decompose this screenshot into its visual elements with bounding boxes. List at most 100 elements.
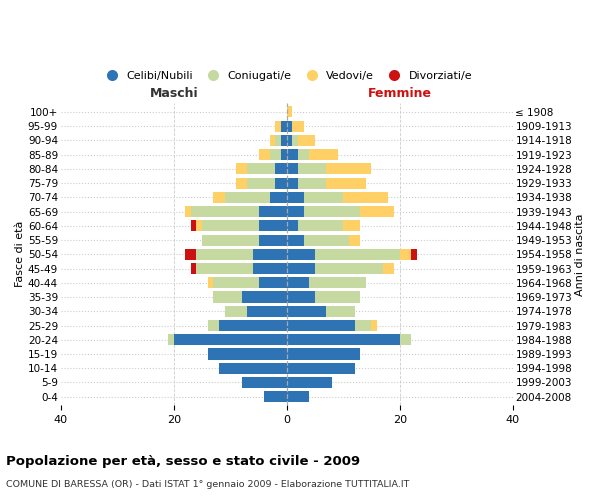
Y-axis label: Fasce di età: Fasce di età	[15, 221, 25, 288]
Text: Femmine: Femmine	[368, 88, 432, 101]
Bar	[287, 106, 292, 118]
Bar	[304, 192, 343, 203]
Bar	[400, 249, 411, 260]
Bar	[298, 220, 343, 232]
Bar	[214, 277, 259, 288]
Bar	[326, 306, 355, 317]
Bar	[287, 135, 292, 146]
Bar	[185, 206, 191, 217]
Bar	[287, 320, 355, 331]
Bar	[349, 234, 360, 246]
Bar	[287, 206, 304, 217]
Bar	[326, 164, 371, 174]
Y-axis label: Anni di nascita: Anni di nascita	[575, 213, 585, 296]
Bar	[371, 320, 377, 331]
Bar	[275, 120, 281, 132]
Bar	[196, 263, 253, 274]
Bar	[315, 292, 360, 302]
Bar	[287, 334, 400, 345]
Bar	[259, 220, 287, 232]
Bar	[185, 249, 196, 260]
Bar	[219, 320, 287, 331]
Bar	[287, 362, 355, 374]
Bar	[224, 192, 270, 203]
Bar	[191, 263, 196, 274]
Bar	[287, 306, 326, 317]
Bar	[355, 320, 371, 331]
Bar	[247, 306, 287, 317]
Bar	[287, 277, 310, 288]
Text: COMUNE DI BARESSA (OR) - Dati ISTAT 1° gennaio 2009 - Elaborazione TUTTITALIA.IT: COMUNE DI BARESSA (OR) - Dati ISTAT 1° g…	[6, 480, 409, 489]
Bar	[287, 178, 298, 188]
Bar	[298, 135, 315, 146]
Bar	[208, 320, 219, 331]
Bar	[411, 249, 416, 260]
Bar	[168, 334, 174, 345]
Bar	[236, 164, 247, 174]
Bar	[275, 178, 287, 188]
Bar	[292, 135, 298, 146]
Text: Popolazione per età, sesso e stato civile - 2009: Popolazione per età, sesso e stato civil…	[6, 455, 360, 468]
Bar	[259, 234, 287, 246]
Bar	[247, 164, 275, 174]
Bar	[310, 277, 366, 288]
Bar	[287, 220, 298, 232]
Bar	[304, 234, 349, 246]
Legend: Celibi/Nubili, Coniugati/e, Vedovi/e, Divorziati/e: Celibi/Nubili, Coniugati/e, Vedovi/e, Di…	[97, 66, 477, 86]
Bar	[224, 306, 247, 317]
Bar	[191, 206, 259, 217]
Bar	[196, 249, 253, 260]
Bar	[298, 178, 326, 188]
Bar	[259, 206, 287, 217]
Bar	[270, 135, 275, 146]
Bar	[360, 206, 394, 217]
Bar	[298, 149, 310, 160]
Bar	[315, 249, 400, 260]
Bar	[242, 292, 287, 302]
Bar	[214, 192, 224, 203]
Bar	[287, 391, 310, 402]
Bar	[343, 192, 388, 203]
Bar	[326, 178, 366, 188]
Bar	[287, 348, 360, 360]
Bar	[191, 220, 196, 232]
Bar	[287, 149, 298, 160]
Bar	[174, 334, 287, 345]
Bar	[287, 120, 292, 132]
Bar	[202, 220, 259, 232]
Bar	[298, 164, 326, 174]
Bar	[383, 263, 394, 274]
Bar	[287, 249, 315, 260]
Bar	[343, 220, 360, 232]
Bar	[270, 149, 281, 160]
Bar	[242, 377, 287, 388]
Bar	[287, 263, 315, 274]
Bar	[236, 178, 247, 188]
Bar	[310, 149, 338, 160]
Bar	[208, 348, 287, 360]
Text: Maschi: Maschi	[149, 88, 198, 101]
Bar	[214, 292, 242, 302]
Bar	[202, 234, 259, 246]
Bar	[287, 292, 315, 302]
Bar	[304, 206, 360, 217]
Bar	[292, 120, 304, 132]
Bar	[287, 192, 304, 203]
Bar	[275, 164, 287, 174]
Bar	[287, 377, 332, 388]
Bar	[270, 192, 287, 203]
Bar	[259, 149, 270, 160]
Bar	[247, 178, 275, 188]
Bar	[275, 135, 281, 146]
Bar	[287, 234, 304, 246]
Bar	[208, 277, 214, 288]
Bar	[264, 391, 287, 402]
Bar	[400, 334, 411, 345]
Bar	[281, 149, 287, 160]
Bar	[196, 220, 202, 232]
Bar	[287, 164, 298, 174]
Bar	[281, 135, 287, 146]
Bar	[281, 120, 287, 132]
Bar	[315, 263, 383, 274]
Bar	[253, 263, 287, 274]
